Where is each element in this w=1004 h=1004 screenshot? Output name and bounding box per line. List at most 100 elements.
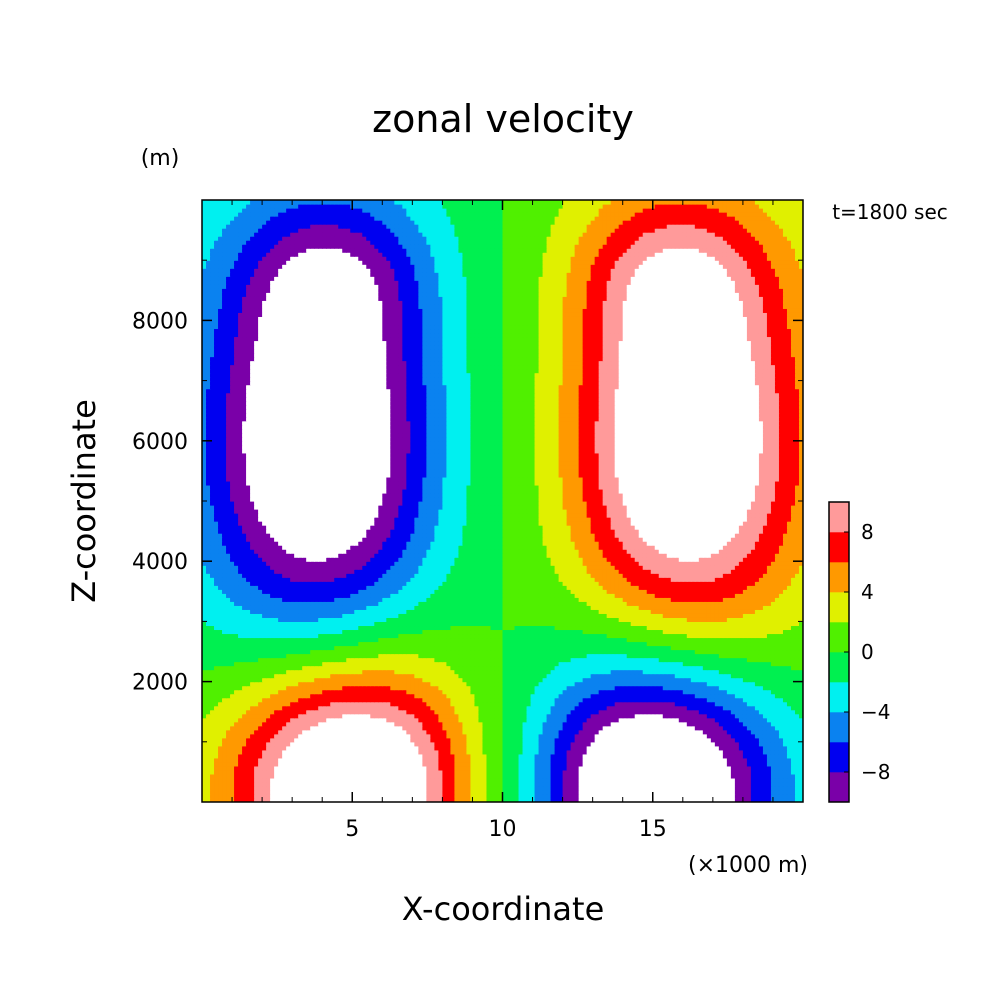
contour-cell [503, 718, 508, 723]
contour-cell [667, 754, 672, 759]
contour-cell [370, 666, 375, 671]
contour-cell [390, 674, 395, 679]
contour-cell [406, 722, 411, 727]
contour-cell [515, 702, 520, 707]
contour-cell [334, 770, 339, 775]
contour-cell [707, 790, 712, 795]
contour-cell [783, 786, 788, 791]
contour-cell [322, 698, 327, 703]
contour-cell [266, 666, 271, 671]
contour-cell [242, 682, 247, 687]
contour-cell [494, 742, 499, 747]
contour-cell [623, 694, 628, 699]
contour-cell [503, 698, 508, 703]
contour-cell [759, 678, 764, 683]
contour-cell [258, 726, 263, 731]
contour-cell [222, 746, 227, 751]
contour-cell [595, 778, 600, 783]
contour-cell [278, 742, 283, 747]
contour-cell [723, 702, 728, 707]
contour-cell [346, 750, 351, 755]
contour-cell [442, 718, 447, 723]
contour-cell [755, 718, 760, 723]
contour-cell [679, 726, 684, 731]
contour-cell [539, 734, 544, 739]
contour-cell [675, 766, 680, 771]
contour-cell [246, 714, 251, 719]
contour-cell [587, 714, 592, 719]
contour-cell [302, 782, 307, 787]
contour-cell [286, 750, 291, 755]
contour-cell [314, 682, 319, 687]
contour-cell [615, 718, 620, 723]
contour-cell [238, 734, 243, 739]
contour-cell [707, 690, 712, 695]
contour-cell [635, 706, 640, 711]
contour-cell [410, 774, 415, 779]
contour-cell [230, 666, 235, 671]
contour-cell [643, 738, 648, 743]
contour-cell [519, 698, 524, 703]
contour-cell [775, 690, 780, 695]
contour-cell [486, 714, 491, 719]
contour-cell [683, 702, 688, 707]
contour-cell [591, 786, 596, 791]
contour-cell [278, 782, 283, 787]
contour-cell [699, 734, 704, 739]
contour-cell [635, 682, 640, 687]
contour-cell [739, 686, 744, 691]
contour-cell [334, 670, 339, 675]
contour-cell [779, 682, 784, 687]
contour-cell [274, 770, 279, 775]
contour-cell [547, 722, 552, 727]
contour-cell [795, 698, 800, 703]
contour-cell [707, 782, 712, 787]
contour-cell [635, 794, 640, 799]
contour-cell [623, 670, 628, 675]
contour-cell [779, 686, 784, 691]
contour-cell [426, 750, 431, 755]
contour-cell [655, 758, 660, 763]
contour-cell [226, 678, 231, 683]
contour-cell [418, 794, 423, 799]
contour-cell [663, 782, 668, 787]
contour-cell [599, 762, 604, 767]
contour-cell [426, 718, 431, 723]
contour-cell [258, 786, 263, 791]
contour-cell [258, 778, 263, 783]
contour-cell [751, 718, 756, 723]
contour-cell [302, 694, 307, 699]
contour-cell [474, 770, 479, 775]
contour-cell [478, 702, 483, 707]
contour-cell [366, 750, 371, 755]
contour-cell [727, 782, 732, 787]
contour-cell [551, 786, 556, 791]
contour-cell [370, 778, 375, 783]
contour-cell [230, 670, 235, 675]
contour-cell [430, 706, 435, 711]
contour-cell [655, 678, 660, 683]
contour-cell [523, 694, 528, 699]
contour-cell [779, 698, 784, 703]
contour-cell [406, 694, 411, 699]
contour-cell [523, 766, 528, 771]
contour-cell [543, 766, 548, 771]
contour-cell [418, 698, 423, 703]
contour-cell [695, 742, 700, 747]
contour-cell [262, 766, 267, 771]
contour-cell [691, 722, 696, 727]
contour-cell [523, 754, 528, 759]
contour-cell [254, 774, 259, 779]
contour-cell [751, 678, 756, 683]
contour-cell [791, 766, 796, 771]
contour-cell [234, 686, 239, 691]
contour-cell [242, 782, 247, 787]
contour-cell [494, 738, 499, 743]
contour-cell [266, 782, 271, 787]
contour-cell [775, 710, 780, 715]
contour-cell [675, 690, 680, 695]
contour-cell [242, 786, 247, 791]
contour-cell [494, 766, 499, 771]
contour-cell [675, 742, 680, 747]
contour-cell [330, 726, 335, 731]
